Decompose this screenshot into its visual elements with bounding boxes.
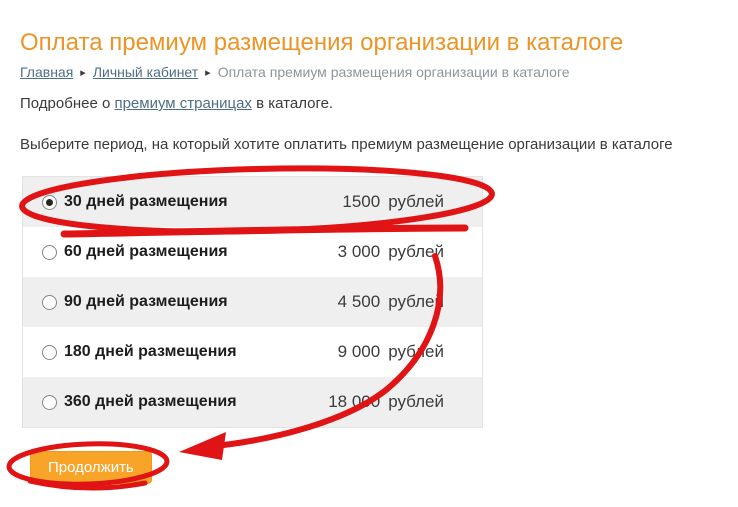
plan-radio[interactable] — [42, 294, 57, 310]
plan-price-number: 3 000 — [337, 242, 381, 261]
plan-row-60-days[interactable]: 60 дней размещения 3 000 рублей — [23, 227, 482, 277]
plan-price-number: 18 000 — [328, 392, 381, 411]
plan-radio[interactable] — [42, 394, 57, 410]
plan-radio[interactable] — [42, 244, 57, 260]
plan-price-currency: рублей — [388, 392, 444, 411]
info-suffix: в каталоге. — [251, 95, 334, 112]
continue-button[interactable]: Продолжить — [30, 451, 152, 484]
breadcrumb-separator-icon: ▸ — [205, 67, 211, 79]
info-line: Подробнее о премиум страницах в каталоге… — [20, 94, 730, 113]
plan-radio[interactable] — [42, 344, 57, 360]
plan-row-360-days[interactable]: 360 дней размещения 18 000 рублей — [23, 377, 482, 427]
plan-label: 60 дней размещения — [64, 243, 228, 260]
plan-label: 360 дней размещения — [64, 393, 237, 410]
plan-price: 3 000 рублей — [318, 242, 444, 262]
annotation-arrowhead-icon — [179, 432, 226, 460]
breadcrumb: Главная ▸ Личный кабинет ▸ Оплата премиум ра… — [20, 63, 730, 82]
plan-price-currency: рублей — [388, 242, 444, 261]
plan-price: 4 500 рублей — [318, 292, 444, 312]
plan-price: 9 000 рублей — [318, 342, 444, 362]
page-title: Оплата премиум размещения организации в … — [20, 29, 624, 57]
plans-table: 30 дней размещения 1500 рублей 60 дней р… — [22, 176, 483, 428]
plan-price-currency: рублей — [388, 342, 444, 361]
plan-price: 18 000 рублей — [318, 392, 444, 412]
plan-label: 180 дней размещения — [64, 343, 237, 360]
breadcrumb-current: Оплата премиум размещения организации в … — [217, 64, 570, 80]
plan-row-30-days[interactable]: 30 дней размещения 1500 рублей — [23, 177, 482, 227]
info-prefix: Подробнее о — [20, 95, 115, 112]
breadcrumb-link-account[interactable]: Личный кабинет — [92, 64, 199, 80]
plan-row-180-days[interactable]: 180 дней размещения 9 000 рублей — [23, 327, 482, 377]
plan-row-90-days[interactable]: 90 дней размещения 4 500 рублей — [23, 277, 482, 327]
instruction-text: Выберите период, на который хотите оплат… — [20, 136, 673, 153]
plan-label: 30 дней размещения — [64, 193, 228, 210]
plan-price-number: 1500 — [342, 192, 381, 211]
plan-price: 1500 рублей — [318, 192, 444, 212]
plan-radio[interactable] — [42, 194, 57, 210]
plan-price-number: 4 500 — [337, 292, 381, 311]
plan-price-currency: рублей — [388, 192, 444, 211]
plan-label: 90 дней размещения — [64, 293, 228, 310]
premium-pages-link[interactable]: премиум страницах — [114, 95, 252, 112]
plan-price-currency: рублей — [388, 292, 444, 311]
breadcrumb-link-home[interactable]: Главная — [20, 64, 74, 80]
breadcrumb-separator-icon: ▸ — [80, 67, 86, 79]
plan-price-number: 9 000 — [337, 342, 381, 361]
